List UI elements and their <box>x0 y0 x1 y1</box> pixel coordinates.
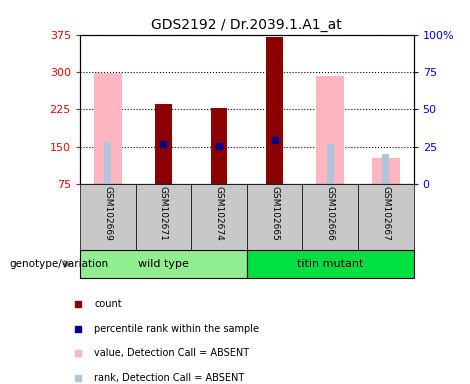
Text: rank, Detection Call = ABSENT: rank, Detection Call = ABSENT <box>94 373 245 384</box>
Bar <box>358 184 414 250</box>
Bar <box>327 144 334 184</box>
Text: GSM102667: GSM102667 <box>381 186 390 241</box>
Bar <box>211 108 227 184</box>
Bar <box>247 184 302 250</box>
Bar <box>94 73 122 184</box>
Text: GSM102665: GSM102665 <box>270 186 279 241</box>
Text: value, Detection Call = ABSENT: value, Detection Call = ABSENT <box>94 348 250 359</box>
Text: GSM102671: GSM102671 <box>159 186 168 241</box>
Bar <box>80 250 247 278</box>
Bar <box>155 104 172 184</box>
Text: count: count <box>94 298 122 309</box>
Bar <box>302 184 358 250</box>
Bar <box>135 184 191 250</box>
Text: GSM102666: GSM102666 <box>326 186 335 241</box>
Text: percentile rank within the sample: percentile rank within the sample <box>94 323 259 334</box>
Title: GDS2192 / Dr.2039.1.A1_at: GDS2192 / Dr.2039.1.A1_at <box>151 18 342 32</box>
Text: genotype/variation: genotype/variation <box>9 259 109 269</box>
Bar <box>191 184 247 250</box>
Text: GSM102669: GSM102669 <box>103 186 112 241</box>
Bar <box>266 37 283 184</box>
Bar <box>104 142 111 184</box>
Text: GSM102674: GSM102674 <box>214 186 223 241</box>
Bar <box>247 250 414 278</box>
Bar <box>372 158 400 184</box>
Text: titin mutant: titin mutant <box>297 259 363 269</box>
Bar <box>382 154 390 184</box>
Bar <box>80 184 135 250</box>
Bar <box>316 76 344 184</box>
Text: wild type: wild type <box>138 259 189 269</box>
